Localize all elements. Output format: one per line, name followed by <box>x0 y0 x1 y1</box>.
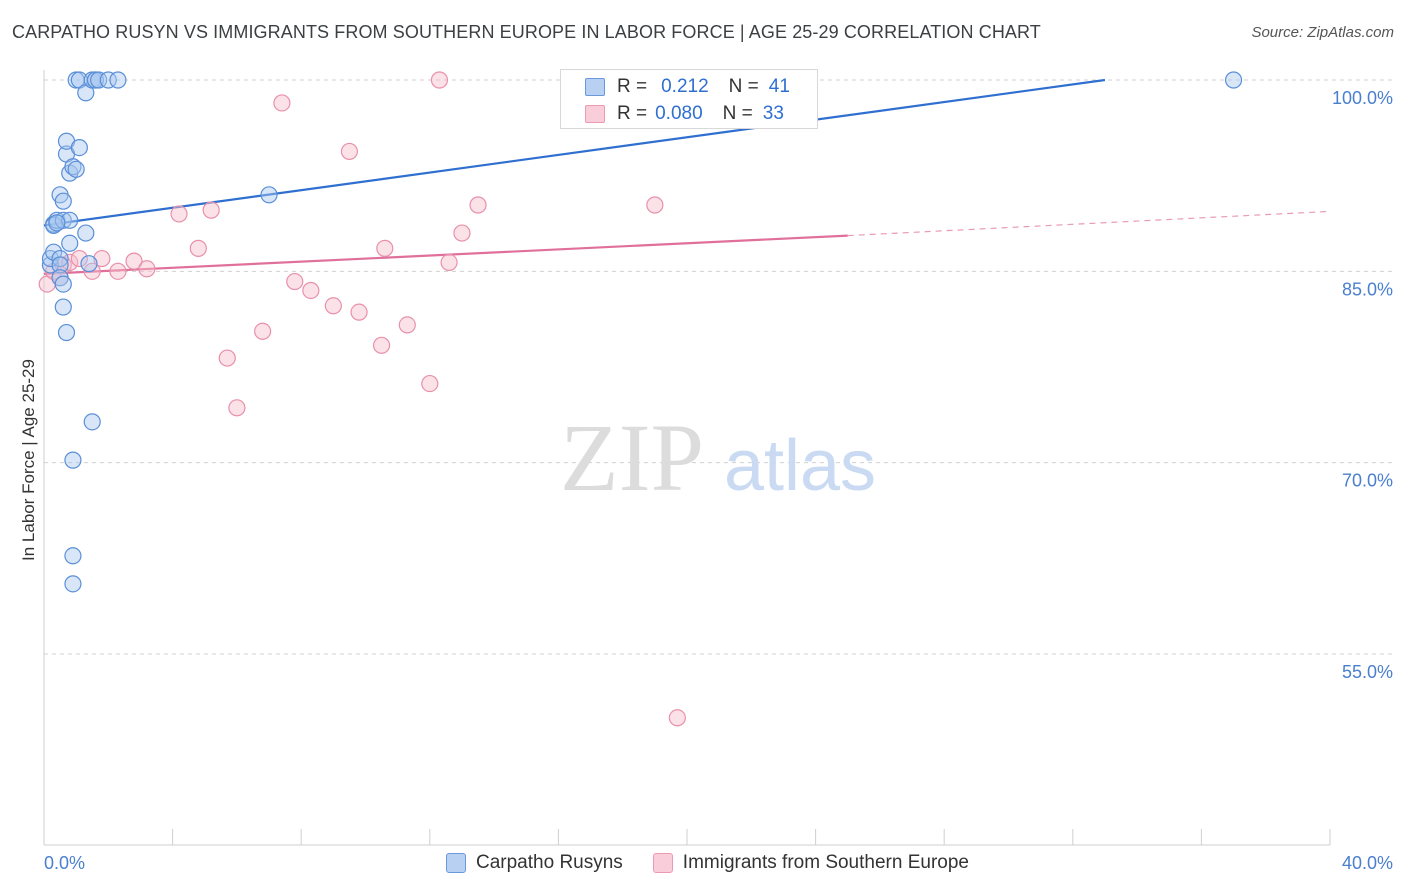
carpatho-rusyns-point-35 <box>90 71 108 89</box>
carpatho-rusyns-point-20 <box>64 158 82 176</box>
immigrants-southern-europe-point-9 <box>125 252 143 270</box>
carpatho-rusyns-point-4 <box>45 216 63 235</box>
carpatho-rusyns-point-29 <box>77 224 95 242</box>
trend-line-extension-immigrants-southern-europe <box>847 210 1331 237</box>
immigrants-southern-europe-point-19 <box>302 281 320 300</box>
carpatho-rusyns-point-11 <box>54 275 72 293</box>
immigrants-southern-europe-point-28 <box>440 253 458 272</box>
legend-r-value-blue: 0.212 <box>661 76 709 97</box>
immigrants-southern-europe-point-20 <box>324 297 342 315</box>
legend-n-value-pink: 33 <box>762 103 784 124</box>
immigrants-southern-europe-point-32 <box>668 709 686 727</box>
immigrants-southern-europe-point-27 <box>430 71 449 89</box>
carpatho-rusyns-point-14 <box>54 298 72 316</box>
immigrants-southern-europe-point-24 <box>376 239 394 257</box>
immigrants-southern-europe-point-26 <box>421 374 439 393</box>
legend-n-value-blue: 41 <box>768 76 790 97</box>
carpatho-rusyns-point-32 <box>83 413 101 431</box>
legend-r-label-pink: R = <box>617 103 648 124</box>
immigrants-southern-europe-point-10 <box>138 260 156 278</box>
axes <box>43 70 1331 846</box>
series-legend: Carpatho Rusyns Immigrants from Southern… <box>446 852 999 874</box>
immigrants-southern-europe-point-5 <box>70 249 88 268</box>
carpatho-rusyns-point-22 <box>64 547 82 565</box>
carpatho-rusyns-point-8 <box>51 256 69 274</box>
immigrants-southern-europe-point-13 <box>202 201 220 219</box>
correlation-legend: R = 0.212 N = 41 R = 0.080 N = 33 <box>560 69 818 129</box>
immigrants-southern-europe-point-12 <box>189 239 207 257</box>
immigrants-southern-europe-point-14 <box>218 349 236 367</box>
immigrants-southern-europe-point-4 <box>61 253 79 272</box>
legend-label-carpatho-rusyns: Carpatho Rusyns <box>476 852 623 873</box>
points-carpatho-rusyns <box>41 71 1243 593</box>
immigrants-southern-europe-point-16 <box>254 322 272 340</box>
legend-r-value-pink: 0.080 <box>655 103 703 124</box>
immigrants-southern-europe-point-17 <box>273 94 291 112</box>
carpatho-rusyns-point-0 <box>41 256 60 274</box>
watermark: ZIP atlas <box>560 404 876 511</box>
immigrants-southern-europe-point-15 <box>228 399 246 417</box>
trend-line-carpatho-rusyns <box>43 78 1106 227</box>
y-tick-label-70: 70.0% <box>1342 471 1393 491</box>
y-axis-title: In Labor Force | Age 25-29 <box>19 359 38 561</box>
immigrants-southern-europe-point-22 <box>350 303 368 321</box>
immigrants-southern-europe-point-30 <box>469 196 487 214</box>
carpatho-rusyns-point-18 <box>61 211 79 229</box>
legend-row-blue: R = 0.212 N = 41 <box>585 74 790 100</box>
carpatho-rusyns-point-24 <box>67 160 85 178</box>
y-tick-labels: 55.0% 70.0% 85.0% 100.0% <box>1332 88 1393 682</box>
points-immigrants-southern-europe <box>38 71 686 727</box>
watermark-atlas: atlas <box>724 426 876 506</box>
legend-r-label-blue: R = <box>617 76 648 97</box>
carpatho-rusyns-point-12 <box>54 192 72 210</box>
immigrants-southern-europe-point-11 <box>170 205 188 223</box>
grid-lines <box>44 79 1395 655</box>
legend-item-carpatho-rusyns[interactable]: Carpatho Rusyns <box>446 852 623 874</box>
carpatho-rusyns-point-38 <box>260 186 278 204</box>
carpatho-rusyns-point-27 <box>70 139 88 157</box>
carpatho-rusyns-point-21 <box>64 451 82 469</box>
legend-swatch-blue <box>585 78 605 96</box>
carpatho-rusyns-point-30 <box>80 255 98 273</box>
source-attribution: Source: ZipAtlas.com <box>1251 24 1394 41</box>
carpatho-rusyns-point-36 <box>99 71 117 89</box>
legend-swatch-pink <box>585 105 605 123</box>
legend-swatch-immigrants-southern-europe <box>652 853 673 873</box>
legend-swatch-carpatho-rusyns <box>446 853 466 873</box>
x-tick-label-min: 0.0% <box>44 853 85 873</box>
immigrants-southern-europe-point-29 <box>453 224 471 242</box>
carpatho-rusyns-point-39 <box>1224 71 1243 89</box>
legend-n-label-blue: N = <box>728 76 759 97</box>
legend-n-label-pink: N = <box>722 103 753 124</box>
immigrants-southern-europe-point-23 <box>372 336 391 354</box>
legend-item-immigrants-southern-europe[interactable]: Immigrants from Southern Europe <box>652 852 969 874</box>
carpatho-rusyns-point-6 <box>51 249 69 268</box>
y-tick-label-55: 55.0% <box>1342 662 1393 682</box>
immigrants-southern-europe-point-25 <box>398 316 416 334</box>
carpatho-rusyns-point-37 <box>109 71 127 89</box>
immigrants-southern-europe-point-8 <box>109 262 127 280</box>
chart-title: CARPATHO RUSYN VS IMMIGRANTS FROM SOUTHE… <box>12 22 1041 42</box>
legend-label-immigrants-southern-europe: Immigrants from Southern Europe <box>682 852 969 873</box>
y-tick-label-100: 100.0% <box>1332 88 1393 108</box>
carpatho-rusyns-point-16 <box>57 323 76 342</box>
carpatho-rusyns-point-19 <box>61 234 79 252</box>
watermark-zip: ZIP <box>560 404 704 511</box>
immigrants-southern-europe-point-21 <box>340 142 359 161</box>
immigrants-southern-europe-point-7 <box>93 249 111 268</box>
x-tick-label-max: 40.0% <box>1342 853 1393 873</box>
y-tick-label-85: 85.0% <box>1342 279 1393 299</box>
immigrants-southern-europe-point-31 <box>646 196 664 214</box>
carpatho-rusyns-point-23 <box>64 575 82 593</box>
immigrants-southern-europe-point-18 <box>286 272 304 291</box>
carpatho-rusyns-point-40 <box>48 214 66 232</box>
legend-row-pink: R = 0.080 N = 33 <box>585 101 784 127</box>
